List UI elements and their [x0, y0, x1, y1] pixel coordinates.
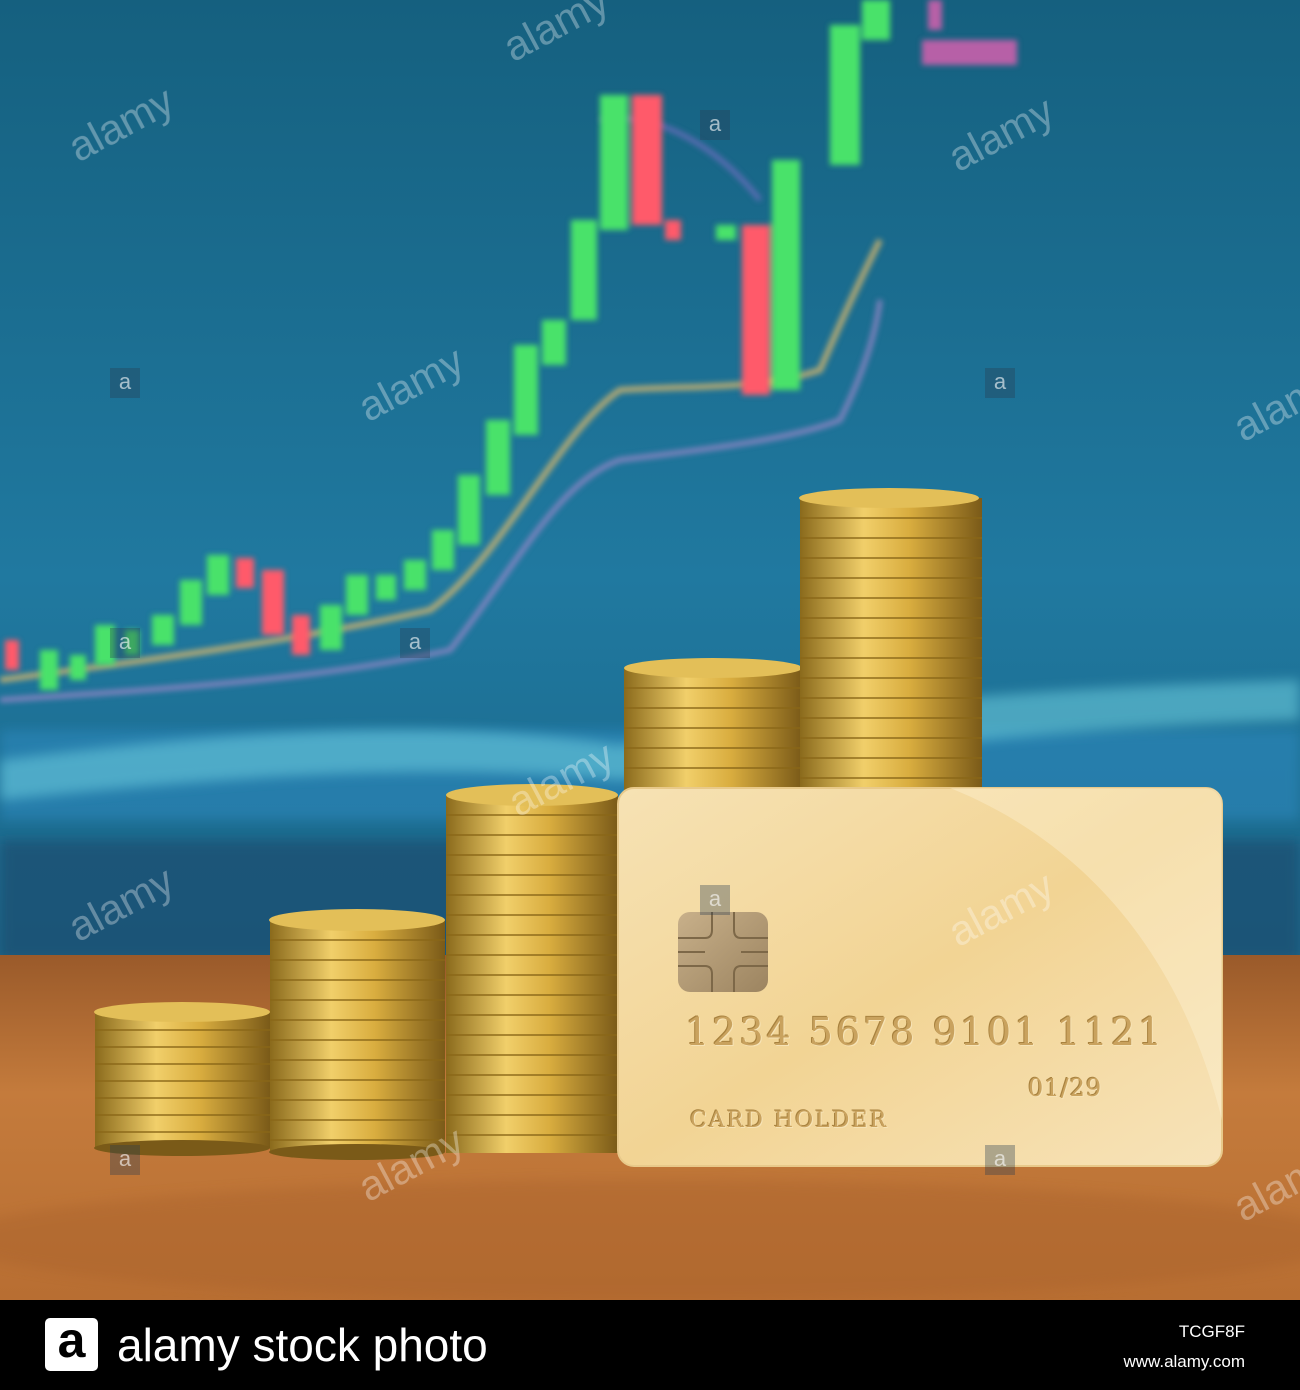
card-holder-name: CARD HOLDER: [690, 1108, 889, 1133]
chart-candlesticks: [5, 0, 1017, 690]
watermark-badge: a: [400, 628, 430, 658]
gold-credit-card: [617, 787, 1223, 1167]
alamy-logo-letter: a: [57, 1312, 86, 1368]
footer-url[interactable]: www.alamy.com: [1123, 1352, 1245, 1371]
stock-footer-bar: [0, 1300, 1300, 1390]
footer-image-id: TCGF8F: [1178, 1322, 1245, 1341]
footer-brand: alamy stock photo: [117, 1319, 488, 1371]
watermark-badge: a: [985, 1145, 1015, 1175]
coin-stack-3: [446, 784, 618, 1153]
card-number: 1234 5678 9101 1121: [685, 1010, 1166, 1054]
watermark-badge: a: [700, 885, 730, 915]
watermark-badge: a: [985, 368, 1015, 398]
alamy-logo-icon: [45, 1318, 98, 1371]
photo-scene: [0, 0, 1300, 1300]
coin-stack-4: [624, 658, 802, 793]
watermark-badge: a: [700, 110, 730, 140]
coin-stack-1: [94, 1002, 270, 1156]
watermark-badge: a: [110, 1145, 140, 1175]
watermark-badge: a: [110, 368, 140, 398]
coin-stack-5: [799, 488, 982, 793]
card-chip: [678, 912, 768, 992]
card-expiry: 01/29: [1028, 1074, 1103, 1102]
stock-photo: 1234 5678 9101 1121 01/29 CARD HOLDER al…: [0, 0, 1300, 1300]
coin-stack-2: [269, 909, 445, 1160]
watermark-badge: a: [110, 628, 140, 658]
